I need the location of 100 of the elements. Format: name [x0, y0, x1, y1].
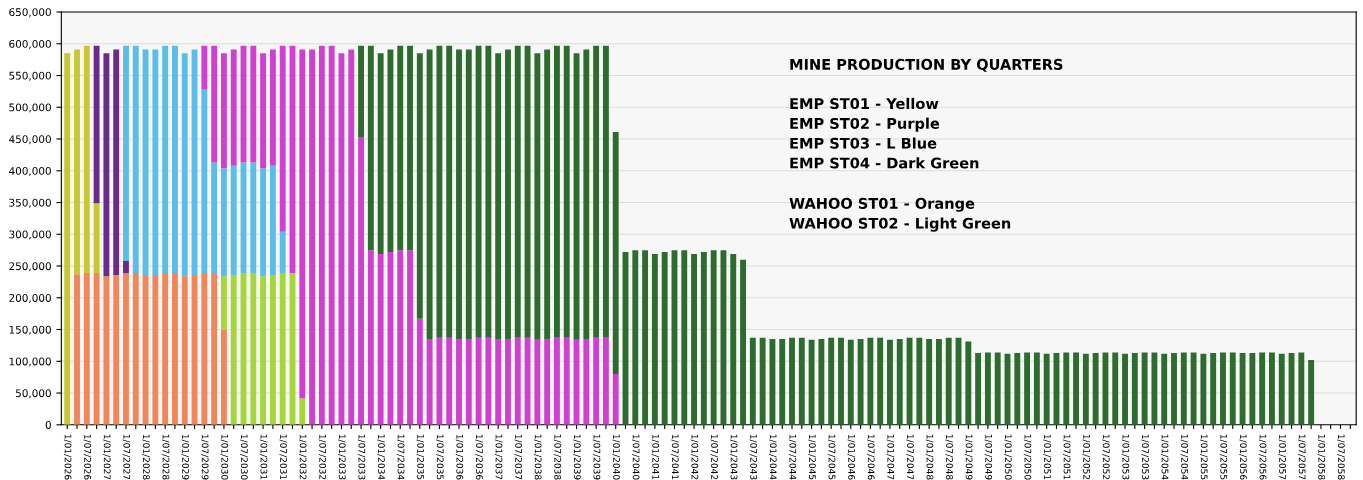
bar — [367, 45, 374, 251]
bar — [181, 53, 188, 277]
x-tick-label: 1/07/2026 — [83, 434, 92, 480]
bar — [1122, 353, 1128, 425]
bar — [1161, 353, 1168, 425]
bar — [700, 252, 707, 425]
y-tick-label: 300,000 — [9, 230, 51, 240]
x-tick-label: 1/07/2047 — [906, 434, 914, 480]
x-tick-label: 1/01/2031 — [259, 434, 268, 480]
bar — [1024, 352, 1031, 425]
bar — [387, 252, 394, 425]
bar — [328, 45, 335, 425]
bar — [612, 373, 619, 425]
bar — [377, 53, 384, 254]
bar — [416, 53, 423, 319]
bar — [201, 89, 208, 274]
x-tick-label: 1/07/2052 — [1102, 434, 1110, 480]
bar — [83, 45, 90, 274]
bar — [132, 273, 139, 425]
bar — [495, 53, 502, 340]
bar — [358, 45, 364, 138]
text: MINE PRODUCTION BY QUARTERS — [790, 58, 1063, 72]
bar — [123, 273, 129, 425]
y-tick-label: 150,000 — [9, 325, 51, 335]
bar — [172, 273, 178, 425]
bar — [1063, 352, 1070, 425]
bar — [847, 339, 854, 425]
bar — [936, 339, 942, 425]
bar — [779, 339, 786, 425]
x-tick-label: 1/01/2038 — [534, 434, 542, 480]
bar — [769, 339, 776, 425]
x-tick-label: 1/07/2044 — [788, 434, 797, 480]
x-tick-label: 1/07/2030 — [240, 434, 248, 480]
x-tick-label: 1/07/2057 — [1298, 434, 1306, 480]
bar — [436, 45, 443, 338]
bar — [514, 45, 521, 338]
bar — [220, 329, 227, 425]
bar — [1092, 353, 1099, 425]
bar — [132, 45, 139, 274]
bar — [269, 165, 276, 275]
bar — [593, 337, 600, 425]
y-tick-label: 450,000 — [9, 135, 51, 145]
x-tick-label: 1/07/2027 — [122, 434, 131, 480]
bar — [1220, 352, 1226, 425]
x-tick-label: 1/01/2042 — [690, 434, 699, 480]
bar — [269, 274, 276, 425]
bar — [632, 250, 639, 425]
bar — [93, 273, 100, 425]
bar — [965, 341, 972, 425]
bar — [1014, 353, 1021, 425]
bar — [602, 337, 609, 425]
x-tick-label: 1/07/2035 — [436, 434, 444, 480]
annotation: EMP ST01 - Yellow — [790, 97, 939, 110]
bar — [975, 353, 982, 425]
annotation: EMP ST04 - Dark Green — [790, 157, 979, 169]
bar — [211, 45, 218, 163]
y-tick-label: 650,000 — [9, 8, 51, 18]
x-tick-label: 1/01/2053 — [1121, 434, 1130, 480]
bar — [554, 45, 560, 338]
bar — [544, 339, 551, 425]
x-tick-label: 1/01/2045 — [808, 434, 816, 480]
bar — [436, 337, 443, 425]
x-tick-label: 1/01/2052 — [1082, 434, 1091, 480]
bar — [465, 339, 472, 425]
x-tick-label: 1/07/2043 — [749, 434, 758, 480]
bar — [220, 168, 227, 277]
y-tick-label: 400,000 — [9, 167, 51, 176]
bar — [426, 339, 433, 425]
x-tick-label: 1/07/2049 — [984, 434, 993, 480]
y-tick-label: 600,000 — [9, 39, 51, 49]
y-tick-label: 250,000 — [9, 262, 51, 272]
bar — [465, 49, 472, 340]
bar — [1229, 352, 1236, 425]
bar — [142, 274, 149, 425]
bar — [651, 253, 658, 425]
bar — [857, 339, 864, 425]
x-tick-label: 1/01/2033 — [338, 434, 346, 480]
annotation: WAHOO ST01 - Orange — [789, 197, 975, 212]
bar — [1073, 352, 1079, 425]
bar — [407, 250, 413, 425]
bar — [1239, 353, 1246, 425]
x-tick-label: 1/01/2034 — [377, 434, 385, 480]
annotation: WAHOO ST02 - Light Green — [789, 217, 1011, 232]
x-tick-label: 1/07/2040 — [631, 434, 640, 480]
x-tick-label: 1/07/2041 — [671, 434, 679, 480]
x-tick-label: 1/07/2058 — [1337, 434, 1345, 480]
bar — [867, 337, 874, 425]
x-tick-label: 1/07/2051 — [1062, 434, 1071, 480]
x-tick-label: 1/01/2055 — [1200, 434, 1208, 480]
bar — [612, 132, 619, 374]
x-tick-label: 1/01/2027 — [103, 434, 111, 480]
x-tick-label: 1/07/2039 — [592, 434, 601, 480]
x-tick-label: 1/07/2031 — [279, 434, 287, 480]
bar — [211, 162, 218, 274]
x-tick-label: 1/07/2045 — [827, 434, 836, 480]
y-tick-label: 0 — [45, 421, 51, 429]
x-tick-label: 1/01/2040 — [612, 434, 620, 480]
bar — [505, 49, 511, 340]
x-tick-label: 1/01/2049 — [964, 434, 973, 480]
bar — [544, 49, 551, 340]
